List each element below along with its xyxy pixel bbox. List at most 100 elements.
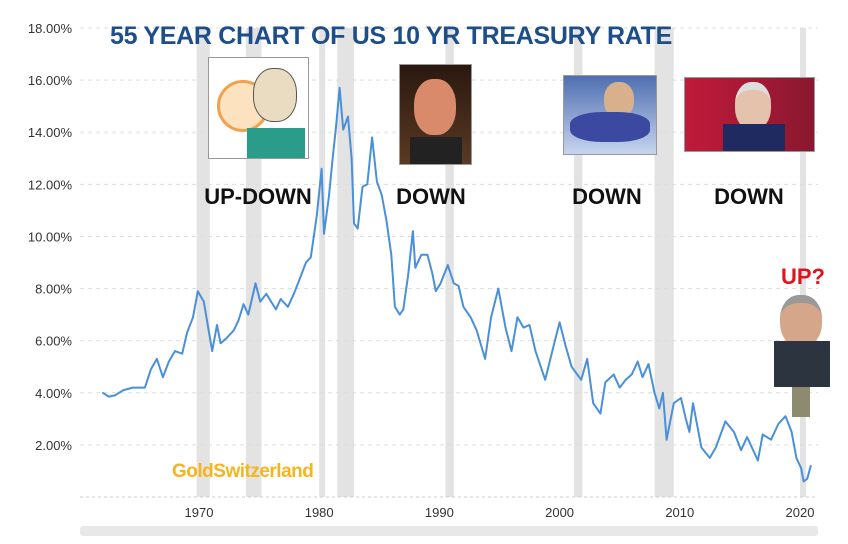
recession-band bbox=[799, 28, 806, 497]
rate-data-point bbox=[490, 316, 492, 319]
recession-band bbox=[445, 28, 454, 497]
rate-data-point bbox=[144, 386, 146, 389]
rate-data-point bbox=[407, 274, 409, 277]
rate-data-point bbox=[259, 300, 262, 303]
rate-data-point bbox=[156, 358, 158, 360]
rate-data-point bbox=[733, 431, 735, 433]
rate-data-point bbox=[692, 402, 694, 405]
annotation-label-bernanke: DOWN bbox=[572, 184, 642, 209]
rate-data-point bbox=[398, 313, 401, 316]
rate-data-point bbox=[431, 272, 433, 274]
rate-data-point bbox=[653, 391, 656, 394]
rate-data-point bbox=[795, 457, 798, 459]
rate-data-point bbox=[469, 316, 472, 319]
rate-data-point bbox=[746, 436, 748, 438]
y-tick-label: 18.00% bbox=[28, 21, 73, 36]
rate-data-point bbox=[353, 222, 355, 225]
rate-data-point bbox=[757, 459, 759, 462]
y-tick-label: 8.00% bbox=[35, 282, 72, 297]
rate-data-point bbox=[420, 253, 423, 256]
rate-data-point bbox=[662, 391, 664, 394]
recession-band bbox=[319, 28, 326, 497]
x-tick-label: 2020 bbox=[786, 505, 815, 520]
rate-data-point bbox=[624, 378, 627, 381]
rate-data-point bbox=[390, 253, 393, 256]
rate-data-point bbox=[484, 358, 486, 360]
rate-data-point bbox=[446, 264, 449, 266]
rate-data-point bbox=[350, 157, 353, 160]
rate-data-point bbox=[462, 305, 465, 308]
rate-data-point bbox=[192, 316, 194, 319]
recession-band bbox=[654, 28, 674, 497]
watermark: GoldSwitzerland bbox=[172, 461, 314, 482]
rate-data-point bbox=[207, 329, 210, 332]
rate-data-point bbox=[242, 303, 245, 305]
x-tick-label: 2000 bbox=[545, 505, 574, 520]
rate-data-point bbox=[672, 402, 675, 405]
rate-data-point bbox=[630, 373, 633, 376]
rate-data-point bbox=[394, 305, 396, 308]
yellen-caricature-icon bbox=[684, 77, 815, 152]
rate-data-point bbox=[323, 233, 325, 235]
powell-caricature-icon bbox=[770, 295, 834, 417]
rate-data-point bbox=[412, 230, 414, 233]
rate-data-point bbox=[414, 266, 417, 269]
rate-data-point bbox=[150, 368, 152, 371]
rate-data-point bbox=[162, 376, 164, 378]
rate-data-point bbox=[604, 381, 607, 384]
rate-data-point bbox=[709, 457, 711, 459]
rate-data-point bbox=[544, 378, 546, 381]
rate-data-point bbox=[552, 345, 555, 347]
rate-data-point bbox=[680, 397, 682, 399]
rate-data-point bbox=[522, 326, 525, 329]
rate-data-point bbox=[592, 402, 595, 405]
rate-data-point bbox=[305, 261, 307, 264]
rate-data-point bbox=[497, 287, 500, 290]
y-tick-label: 16.00% bbox=[28, 73, 73, 88]
rate-data-point bbox=[790, 431, 793, 433]
rate-data-point bbox=[802, 480, 805, 483]
y-tick-label: 14.00% bbox=[28, 125, 73, 140]
rate-data-point bbox=[279, 298, 282, 300]
rate-data-point bbox=[102, 391, 104, 394]
rate-data-point bbox=[402, 308, 405, 311]
rate-data-point bbox=[504, 326, 507, 329]
rate-data-point bbox=[216, 324, 218, 326]
rate-data-point bbox=[347, 115, 349, 118]
rate-data-point bbox=[196, 290, 199, 292]
rate-data-point bbox=[225, 337, 228, 339]
rate-data-point bbox=[287, 305, 289, 308]
rate-data-point bbox=[385, 220, 388, 222]
y-tick-label: 10.00% bbox=[28, 229, 73, 244]
rate-data-point bbox=[612, 373, 615, 376]
rate-data-point bbox=[338, 87, 341, 89]
rate-data-point bbox=[777, 423, 780, 425]
rate-data-point bbox=[380, 193, 383, 196]
chart-range-scrollbar[interactable] bbox=[80, 526, 818, 536]
rate-data-point bbox=[251, 298, 253, 300]
rate-data-point bbox=[181, 352, 183, 355]
rate-data-point bbox=[335, 126, 337, 128]
rate-data-point bbox=[558, 321, 561, 324]
rate-data-point bbox=[265, 292, 268, 295]
rate-data-point bbox=[293, 292, 295, 295]
rate-data-point bbox=[564, 345, 567, 347]
rate-data-point bbox=[809, 464, 812, 467]
rate-data-point bbox=[724, 420, 727, 423]
rate-data-point bbox=[800, 467, 802, 470]
rate-data-point bbox=[342, 128, 345, 131]
rate-data-point bbox=[174, 350, 176, 352]
rate-data-point bbox=[366, 183, 369, 186]
rate-data-point bbox=[320, 167, 323, 170]
rate-data-point bbox=[233, 329, 235, 332]
rate-data-point bbox=[580, 378, 583, 381]
rate-data-point bbox=[475, 329, 478, 332]
rate-data-point bbox=[700, 446, 703, 449]
rate-data-point bbox=[219, 342, 222, 345]
rate-data-point bbox=[715, 446, 717, 449]
rate-data-point bbox=[309, 256, 312, 259]
rate-data-point bbox=[740, 449, 742, 451]
annotation-label-yellen: DOWN bbox=[714, 184, 784, 209]
